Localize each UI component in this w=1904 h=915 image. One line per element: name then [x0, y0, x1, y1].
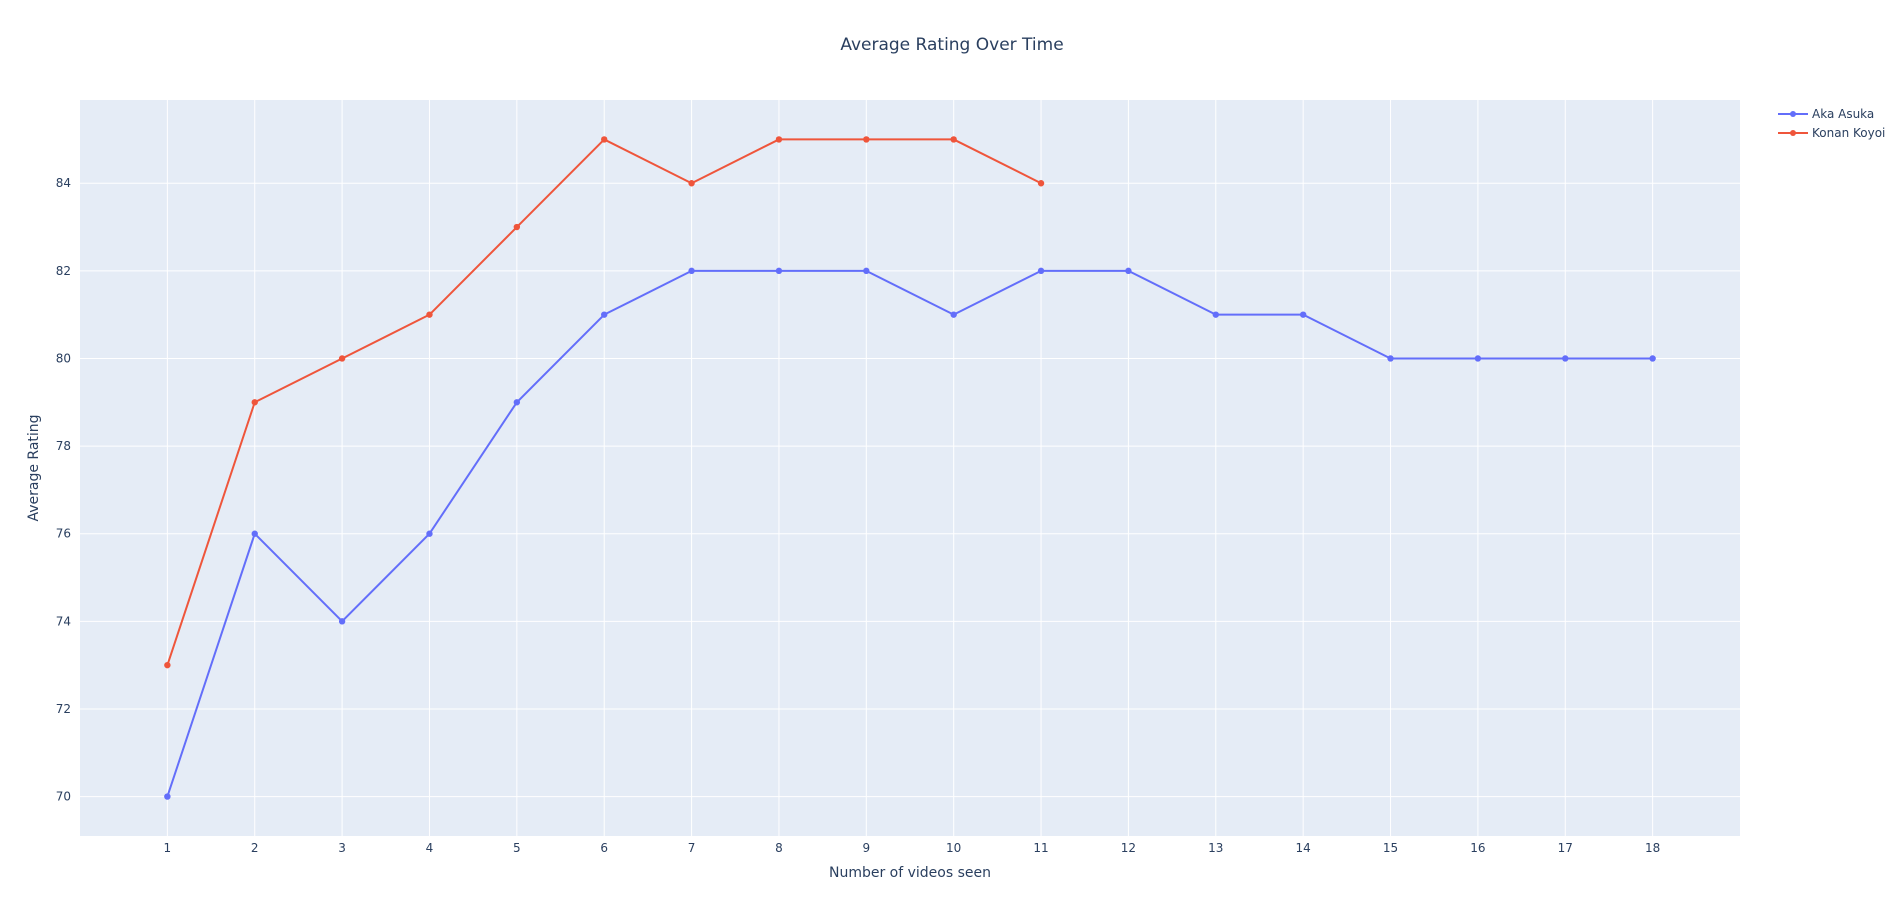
y-tick-label: 72 [56, 702, 71, 716]
y-tick-label: 80 [56, 351, 71, 365]
legend-item-konan-koyoi[interactable]: Konan Koyoi [1778, 126, 1885, 140]
data-point-aka-asuka[interactable] [601, 311, 608, 318]
data-point-aka-asuka[interactable] [1387, 355, 1394, 362]
data-point-aka-asuka[interactable] [426, 530, 433, 537]
data-point-aka-asuka[interactable] [1125, 267, 1132, 275]
series-layer [164, 136, 1656, 800]
x-tick-label: 9 [862, 841, 870, 855]
x-tick-label: 6 [600, 841, 608, 855]
series-aka-asuka [164, 267, 1656, 800]
x-tick-label: 1 [164, 841, 172, 855]
x-tick-label: 18 [1645, 841, 1660, 855]
data-point-konan-koyoi[interactable] [338, 355, 346, 362]
data-point-konan-koyoi[interactable] [950, 136, 957, 143]
x-tick-label: 7 [688, 841, 696, 855]
y-tick-label: 74 [56, 614, 71, 628]
data-point-konan-koyoi[interactable] [251, 399, 258, 406]
data-point-konan-koyoi[interactable] [688, 180, 695, 187]
y-tick-label: 76 [56, 527, 71, 541]
data-point-aka-asuka[interactable] [688, 267, 695, 275]
x-tick-label: 2 [251, 841, 259, 855]
x-tick-label: 13 [1208, 841, 1223, 855]
x-tick-label: 17 [1558, 841, 1573, 855]
grid [80, 100, 1740, 836]
x-tick-label: 14 [1296, 841, 1311, 855]
data-point-aka-asuka[interactable] [1037, 267, 1045, 275]
legend-marker-aka-asuka [1790, 111, 1796, 117]
data-point-konan-koyoi[interactable] [601, 136, 608, 143]
data-point-aka-asuka[interactable] [1649, 355, 1656, 362]
x-tick-label: 3 [338, 841, 346, 855]
x-tick-label: 15 [1383, 841, 1398, 855]
y-tick-label: 84 [56, 176, 71, 190]
data-point-aka-asuka[interactable] [775, 267, 783, 275]
plot-background [80, 100, 1740, 836]
legend-label-konan-koyoi: Konan Koyoi [1812, 126, 1885, 140]
x-axis-ticks: 1 2 3 4 5 6 7 8 9 10 11 12 13 14 15 16 17 18 [164, 841, 1661, 855]
data-point-konan-koyoi[interactable] [164, 661, 171, 669]
x-tick-label: 11 [1033, 841, 1048, 855]
y-axis-title: Average Rating [26, 414, 42, 521]
data-point-konan-koyoi[interactable] [426, 311, 433, 318]
legend[interactable]: Aka Asuka Konan Koyoi [1778, 107, 1885, 140]
data-point-aka-asuka[interactable] [513, 399, 521, 406]
y-tick-label: 70 [56, 790, 71, 804]
data-point-konan-koyoi[interactable] [1037, 180, 1045, 187]
legend-label-aka-asuka: Aka Asuka [1812, 107, 1874, 121]
y-tick-label: 78 [56, 439, 71, 453]
data-point-aka-asuka[interactable] [251, 530, 258, 537]
x-tick-label: 16 [1470, 841, 1485, 855]
y-tick-label: 82 [56, 264, 71, 278]
x-tick-label: 12 [1121, 841, 1136, 855]
data-point-aka-asuka[interactable] [1299, 311, 1307, 318]
chart-title: Average Rating Over Time [840, 35, 1063, 55]
data-point-aka-asuka[interactable] [1562, 355, 1569, 362]
data-point-aka-asuka[interactable] [338, 618, 346, 625]
x-tick-label: 4 [426, 841, 434, 855]
x-tick-label: 5 [513, 841, 521, 855]
data-point-aka-asuka[interactable] [950, 311, 957, 318]
x-tick-label: 8 [775, 841, 783, 855]
data-point-konan-koyoi[interactable] [775, 136, 783, 143]
data-point-aka-asuka[interactable] [863, 267, 870, 275]
legend-item-aka-asuka[interactable]: Aka Asuka [1778, 107, 1874, 121]
y-axis-ticks: 70 72 74 76 78 80 82 84 [56, 176, 71, 803]
x-axis-title: Number of videos seen [829, 865, 991, 881]
legend-marker-konan-koyoi [1790, 130, 1796, 136]
data-point-aka-asuka[interactable] [1474, 355, 1482, 362]
data-point-konan-koyoi[interactable] [513, 223, 521, 231]
series-line-aka-asuka [166, 269, 1653, 797]
data-point-aka-asuka[interactable] [1212, 311, 1219, 318]
data-point-aka-asuka[interactable] [164, 793, 171, 800]
series-konan-koyoi [164, 136, 1045, 669]
data-point-konan-koyoi[interactable] [863, 136, 870, 143]
x-tick-label: 10 [946, 841, 961, 855]
